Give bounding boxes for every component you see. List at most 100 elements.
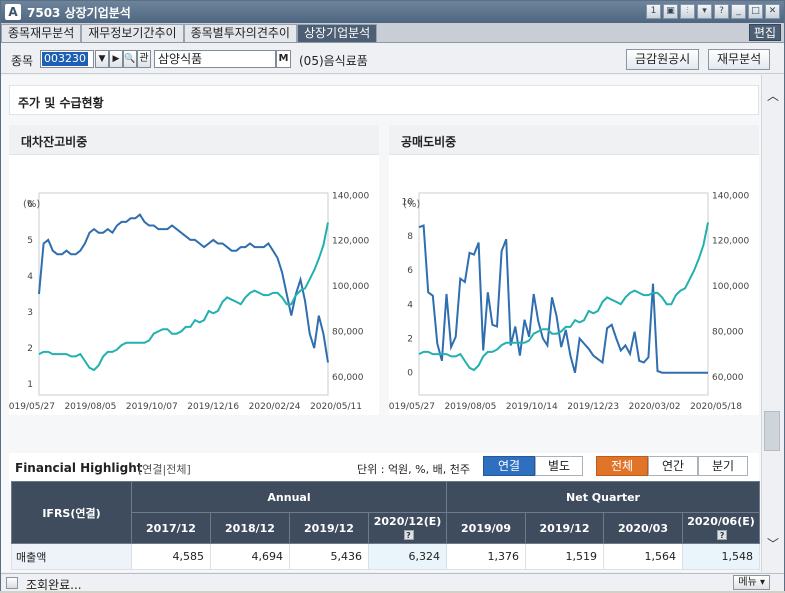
chart-panel-loan: 대차잔고비중 (%) 1 2 3 4 5 6 60,000 80,000 100,000 120,0… xyxy=(9,125,379,415)
financial-highlight-bar: Financial Highlight [연결|전체] 단위 : 억원, %, … xyxy=(9,453,759,483)
table-cell: 5,436 xyxy=(289,543,369,570)
industry-label: (05)음식료품 xyxy=(299,54,368,68)
y-tick-label-left: 1 xyxy=(27,380,33,390)
quarter-group-header: Net Quarter xyxy=(446,481,761,513)
table-cell: 1,376 xyxy=(446,543,527,570)
table-cell: 6,324 xyxy=(367,543,448,570)
tab-investment-opinion[interactable]: 종목별투자의견추이 xyxy=(183,24,297,42)
menu-button[interactable]: 메뉴 ▾ xyxy=(733,575,770,590)
link-number-button[interactable]: 1 xyxy=(646,4,661,19)
separate-toggle[interactable]: 별도 xyxy=(535,456,583,476)
chart-panel-header: 대차잔고비중 xyxy=(9,125,379,155)
related-button[interactable]: 관 xyxy=(137,50,151,68)
pin-icon[interactable]: ⫶ xyxy=(680,4,695,19)
y-tick-label-right: 60,000 xyxy=(332,373,364,383)
y-tick-label-left: 6 xyxy=(27,200,33,210)
all-period-toggle[interactable]: 전체 xyxy=(596,456,648,476)
row-header-cell: IFRS(연결) xyxy=(11,481,132,544)
y-axis-unit-label: (%) xyxy=(23,199,40,210)
table-cell: 4,694 xyxy=(210,543,290,570)
x-tick-label: 2019/12/16 xyxy=(187,402,239,412)
scroll-down-icon[interactable]: ﹀ xyxy=(766,537,779,551)
series-line xyxy=(38,222,329,372)
x-tick-label: 2020/05/11 xyxy=(310,402,362,412)
annual-group-header: Annual xyxy=(130,481,448,513)
section-title: 주가 및 수급현황 xyxy=(18,96,104,110)
y-tick-label-left: 2 xyxy=(407,335,413,345)
x-tick-label: 2019/10/14 xyxy=(506,402,558,412)
y-tick-label-right: 100,000 xyxy=(332,282,369,292)
y-tick-label-right: 140,000 xyxy=(332,191,369,201)
loan-balance-chart: (%) 1 2 3 4 5 6 60,000 80,000 100,000 120,000 140,0… xyxy=(9,191,369,412)
y-tick-label-left: 5 xyxy=(27,236,33,246)
tab-bar: 종목재무분석 재무정보기간추이 종목별투자의견추이 상장기업분석 편집 xyxy=(1,23,784,43)
status-bar: 조회완료... 메뉴 ▾ xyxy=(1,573,784,592)
edit-button[interactable]: 편집 xyxy=(748,24,781,41)
x-tick-label: 2019/05/27 xyxy=(9,402,55,412)
chart-panel-header: 공매도비중 xyxy=(389,125,759,155)
options-icon[interactable]: ▾ xyxy=(697,4,712,19)
help-icon[interactable]: ? xyxy=(403,530,414,540)
row-label: 매출액 xyxy=(11,543,132,570)
table-cell: 1,519 xyxy=(525,543,605,570)
dropdown-arrow-icon[interactable]: ▼ xyxy=(95,50,109,68)
y-tick-label-left: 3 xyxy=(27,308,33,318)
column-header: 2017/12 xyxy=(131,512,211,544)
title-bar[interactable]: A 7503 상장기업분석 1 ▣ ⫶ ▾ ? _ □ ✕ xyxy=(1,1,784,23)
app-logo-icon: A xyxy=(5,4,21,20)
status-text: 조회완료... xyxy=(26,578,82,592)
help-icon[interactable]: ? xyxy=(717,530,728,540)
x-tick-label: 2019/05/27 xyxy=(389,402,435,412)
y-tick-label-right: 120,000 xyxy=(332,237,369,247)
status-icon xyxy=(6,577,18,589)
tab-listed-company-analysis[interactable]: 상장기업분석 xyxy=(296,24,378,42)
x-tick-label: 2019/12/23 xyxy=(567,402,619,412)
maximize-icon[interactable]: □ xyxy=(748,4,763,19)
screen-copy-icon[interactable]: ▣ xyxy=(663,4,678,19)
y-tick-label-left: 2 xyxy=(27,344,33,354)
m-button[interactable]: M xyxy=(276,50,291,68)
column-header-estimate: 2020/12(E)? xyxy=(367,512,448,544)
tab-financial-trend[interactable]: 재무정보기간추이 xyxy=(81,24,184,42)
short-selling-chart: (%) 0 2 4 6 8 10 60,000 80,000 100,000 120,000 140,… xyxy=(389,191,749,412)
financial-highlight-title: Financial Highlight xyxy=(15,461,143,475)
column-header: 2020/03 xyxy=(603,512,684,544)
close-icon[interactable]: ✕ xyxy=(765,4,780,19)
scroll-thumb[interactable] xyxy=(764,411,780,451)
stock-code-input[interactable]: 003230 xyxy=(40,50,94,68)
financial-analysis-button[interactable]: 재무분석 xyxy=(708,49,771,70)
quarter-toggle[interactable]: 분기 xyxy=(698,456,748,476)
y-tick-label-left: 6 xyxy=(407,266,413,276)
x-tick-label: 2019/10/07 xyxy=(126,402,178,412)
column-header: 2018/12 xyxy=(210,512,290,544)
column-header: 2019/09 xyxy=(446,512,527,544)
y-tick-label-left: 10 xyxy=(402,198,414,208)
y-tick-label-left: 4 xyxy=(407,300,413,310)
chart-panel-short: 공매도비중 (%) 0 2 4 6 8 10 60,000 80,000 100,000 120,0… xyxy=(389,125,759,415)
x-tick-label: 2019/08/05 xyxy=(64,402,116,412)
y-tick-label-right: 100,000 xyxy=(712,282,749,292)
scroll-up-icon[interactable]: ︿ xyxy=(766,89,779,103)
x-tick-label: 2020/02/24 xyxy=(249,402,301,412)
content-area[interactable]: 주가 및 수급현황 대차잔고비중 (%) 1 2 3 4 5 6 60,000 80,000 10… xyxy=(1,75,761,572)
x-tick-label: 2020/05/18 xyxy=(690,402,742,412)
help-icon[interactable]: ? xyxy=(714,4,729,19)
tab-company-financial[interactable]: 종목재무분석 xyxy=(1,24,82,42)
stock-name-field[interactable]: 삼양식품 xyxy=(154,50,276,68)
financial-table: IFRS(연결) Annual Net Quarter 2017/12 2018… xyxy=(11,481,761,570)
minimize-icon[interactable]: _ xyxy=(731,4,746,19)
toolbar: 종목 003230 ▼ ▶ 🔍 관 삼양식품 M (05)음식료품 금감원공시 … xyxy=(1,44,784,74)
annual-toggle[interactable]: 연간 xyxy=(648,456,698,476)
vertical-scrollbar[interactable]: ︿ ﹀ xyxy=(761,75,784,572)
series-line xyxy=(418,222,709,372)
next-arrow-icon[interactable]: ▶ xyxy=(109,50,123,68)
consolidated-toggle[interactable]: 연결 xyxy=(483,456,535,476)
stock-code-value: 003230 xyxy=(42,52,88,66)
window-title: 7503 상장기업분석 xyxy=(27,5,131,20)
y-tick-label-right: 120,000 xyxy=(712,237,749,247)
search-icon[interactable]: 🔍 xyxy=(123,50,137,68)
y-tick-label-right: 60,000 xyxy=(712,373,744,383)
section-header: 주가 및 수급현황 xyxy=(9,85,759,115)
disclosure-button[interactable]: 금감원공시 xyxy=(626,49,700,70)
